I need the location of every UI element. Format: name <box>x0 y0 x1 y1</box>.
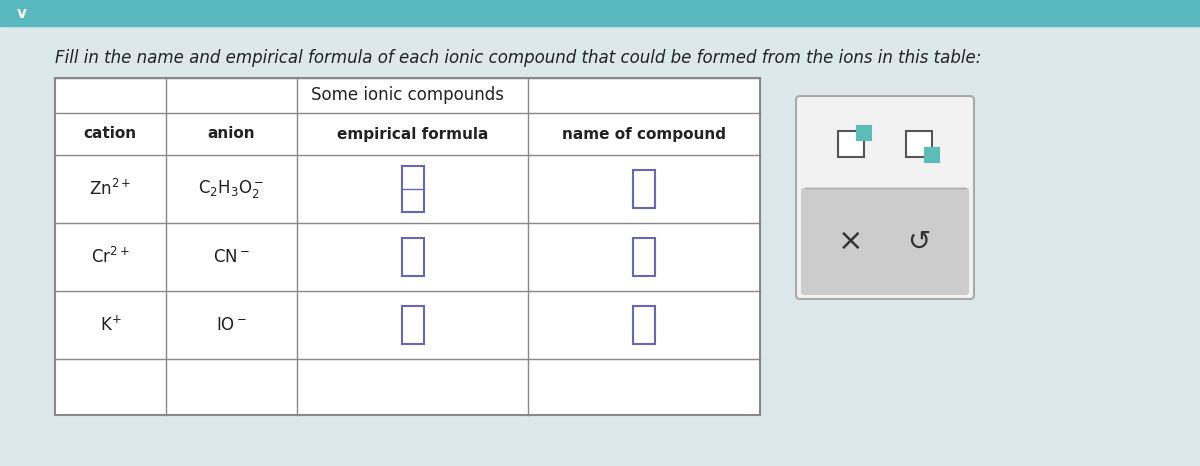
Text: Fill in the name and empirical formula of each ionic compound that could be form: Fill in the name and empirical formula o… <box>55 49 982 67</box>
Bar <box>402 306 424 344</box>
Bar <box>402 166 424 212</box>
Bar <box>857 126 871 140</box>
FancyBboxPatch shape <box>802 188 970 295</box>
Text: Some ionic compounds: Some ionic compounds <box>311 87 504 104</box>
Bar <box>55 78 760 415</box>
Text: ↺: ↺ <box>907 227 931 255</box>
Text: v: v <box>17 6 28 21</box>
Bar <box>925 148 940 162</box>
Bar <box>838 131 864 157</box>
FancyBboxPatch shape <box>796 96 974 299</box>
Text: $\mathdefault{Zn}^{2+}$: $\mathdefault{Zn}^{2+}$ <box>89 179 132 199</box>
Text: $\mathdefault{IO^-}$: $\mathdefault{IO^-}$ <box>216 316 247 334</box>
Text: name of compound: name of compound <box>562 126 726 142</box>
Bar <box>906 131 932 157</box>
Bar <box>634 170 655 208</box>
Bar <box>634 238 655 276</box>
Bar <box>634 306 655 344</box>
Text: $\mathdefault{Cr}^{2+}$: $\mathdefault{Cr}^{2+}$ <box>91 247 130 267</box>
Bar <box>402 238 424 276</box>
Text: $\mathdefault{C_2H_3O_2^-}$: $\mathdefault{C_2H_3O_2^-}$ <box>198 178 264 200</box>
Text: cation: cation <box>84 126 137 142</box>
Text: $\mathdefault{K}^{+}$: $\mathdefault{K}^{+}$ <box>100 315 121 335</box>
Text: anion: anion <box>208 126 256 142</box>
Text: ×: × <box>839 227 864 256</box>
Text: empirical formula: empirical formula <box>337 126 488 142</box>
Bar <box>0 0 1200 26</box>
FancyBboxPatch shape <box>799 99 971 189</box>
Text: $\mathdefault{CN^-}$: $\mathdefault{CN^-}$ <box>212 248 250 266</box>
